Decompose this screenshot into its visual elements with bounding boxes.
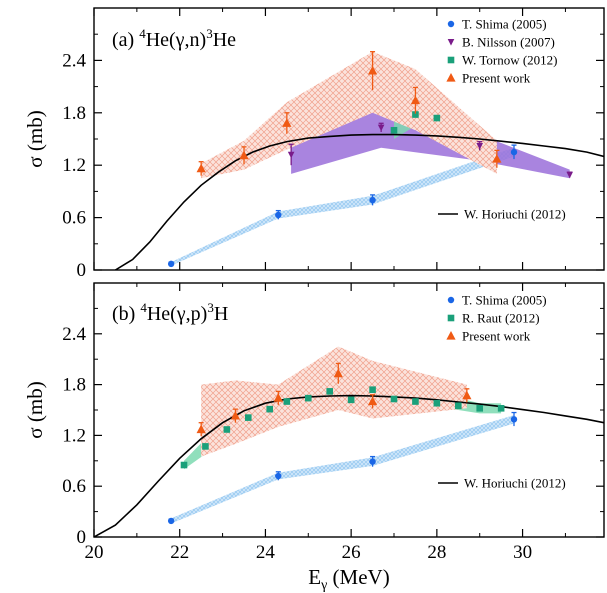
panel-a-series-2-point-1	[412, 111, 419, 118]
panel-b-series-0-point-1	[275, 472, 282, 480]
panel-b-series-1-point-5	[283, 398, 291, 405]
panel-a-legend-label-1: B. Nilsson (2007)	[462, 35, 555, 50]
panel-a-ytick-label-3: 1.8	[62, 103, 86, 124]
panel-b-series-2-point-3	[333, 368, 343, 378]
panel-b-xtick-label-5: 30	[513, 542, 532, 563]
panel-b-xtick-label-3: 26	[342, 542, 361, 563]
panel-b-xtick-label-1: 22	[170, 542, 189, 563]
panel-b-series-2-point-2	[273, 393, 283, 402]
panel-b-xtick-label-4: 28	[427, 542, 446, 563]
panel-b-series-1-point-14	[476, 405, 484, 412]
panel-b-ytick-label-2: 1.2	[62, 425, 86, 446]
panel-a-ytick-label-4: 2.4	[62, 50, 86, 71]
panel-a-series-0-point-0	[167, 260, 175, 268]
panel-b-legend-label-2: Present work	[462, 329, 531, 344]
panel-a-legend-marker-1	[447, 39, 455, 46]
panel-a-series-0-point-1	[275, 211, 282, 219]
panel-a-series-3-point-0	[196, 163, 206, 173]
panel-b-series-2-point-1	[230, 410, 241, 420]
panel-a-series-2-point-2	[433, 114, 441, 122]
panel-a: 0 0.6 1.2 1.8 2.4 (a) 4He(γ,n)3He σ (mb) T. …	[23, 7, 605, 281]
panel-b-label: (b) 4He(γ,p)3H	[112, 300, 228, 325]
panel-a-legend-theory-label: W. Horiuchi (2012)	[464, 207, 566, 222]
panel-a-legend-marker-0	[447, 20, 455, 28]
panel-b-legend-theory-label: W. Horiuchi (2012)	[464, 476, 566, 491]
panel-a-legend-marker-3	[446, 73, 456, 82]
panel-a-series-3-point-5	[492, 154, 502, 163]
panel-b-series-1-point-4	[266, 405, 274, 413]
panel-b-series-0-point-0	[167, 517, 175, 525]
panel-a-series-0-point-3	[510, 148, 518, 156]
panel-a-series-2-point-0	[390, 126, 398, 134]
panel-a-ytick-label-0: 0	[77, 260, 87, 281]
panel-a-legend-marker-2	[447, 56, 455, 64]
panel-b-legend-label-0: T. Shima (2005)	[462, 293, 547, 308]
panel-b-series-1-point-0	[180, 461, 188, 469]
panel-b-legend-marker-0	[447, 296, 455, 304]
panel-b-series-1-point-2	[223, 426, 231, 433]
panel-a-series-3-point-2	[282, 118, 292, 127]
panel-b-theory-curve	[94, 394, 604, 537]
panel-a-legend-label-3: Present work	[462, 71, 531, 86]
panel-a-series-1-point-3	[566, 171, 574, 179]
panel-b-series-1-point-12	[433, 399, 441, 407]
panel-b-series-1-point-3	[244, 414, 252, 421]
x-axis-title: Eγ (MeV)	[308, 565, 389, 593]
panel-a-band-series-1	[291, 104, 570, 179]
panel-b-series-1-point-7	[326, 388, 334, 395]
panel-a-theory-curve	[114, 133, 604, 270]
panel-a-ytick-label-1: 0.6	[62, 208, 86, 229]
panel-b-series-1-point-6	[304, 394, 312, 402]
panel-b-ytick-label-3: 1.8	[62, 375, 86, 396]
panel-a-legend-label-2: W. Tornow (2012)	[462, 53, 558, 68]
panel-a-series-3-point-1	[239, 150, 249, 160]
panel-b-series-1-point-1	[202, 443, 209, 450]
panel-b-xtick-label-2: 24	[256, 542, 276, 563]
panel-b-series-2-point-5	[462, 390, 472, 400]
panel-a-series-1-point-2	[476, 142, 484, 150]
panel-a-band-series-0	[171, 147, 514, 266]
panel-a-series-0-point-2	[369, 196, 376, 204]
panel-b-ytick-label-4: 2.4	[62, 324, 86, 345]
panel-b-legend-label-1: R. Raut (2012)	[462, 311, 540, 326]
panel-b-legend-marker-1	[447, 314, 455, 322]
panel-b-band-series-2	[201, 346, 467, 457]
panel-a-band-series-3	[201, 51, 497, 179]
panel-b-series-1-point-13	[454, 402, 462, 410]
panel-b-series-1-point-15	[497, 405, 505, 412]
panel-a-legend-label-0: T. Shima (2005)	[462, 17, 547, 32]
panel-b-series-1-point-8	[347, 396, 355, 404]
panel-b-series-0-point-2	[369, 458, 376, 465]
panel-b-series-2-point-4	[367, 396, 378, 406]
panel-a-label: (a) 4He(γ,n)3He	[112, 26, 236, 51]
panel-b: 0 0.6 1.2 1.8 2.4 20 22 24 26 28 30 (b) 4He(γ,p)3H…	[23, 282, 605, 563]
panel-b-legend-marker-2	[446, 331, 456, 340]
panel-b-ytick-label-0: 0	[77, 527, 87, 548]
panel-b-ytick-label-1: 0.6	[62, 476, 86, 497]
panel-a-ylabel: σ (mb)	[23, 110, 47, 167]
panel-b-series-1-point-9	[369, 386, 376, 393]
panel-b-series-1-point-11	[412, 398, 419, 405]
panel-b-ylabel: σ (mb)	[23, 381, 47, 438]
panel-a-series-1-point-1	[377, 124, 385, 132]
panel-b-series-1-point-10	[390, 395, 398, 403]
panel-a-series-3-point-4	[410, 95, 421, 105]
panel-a-ytick-label-2: 1.2	[62, 155, 86, 176]
panel-b-series-0-point-3	[510, 416, 518, 423]
panel-a-series-3-point-3	[367, 65, 378, 75]
panel-a-series-1-point-0	[287, 151, 295, 159]
panel-b-xtick-label-0: 20	[85, 542, 104, 563]
panel-b-band-series-0	[171, 415, 514, 524]
panel-b-series-2-point-0	[196, 424, 206, 434]
